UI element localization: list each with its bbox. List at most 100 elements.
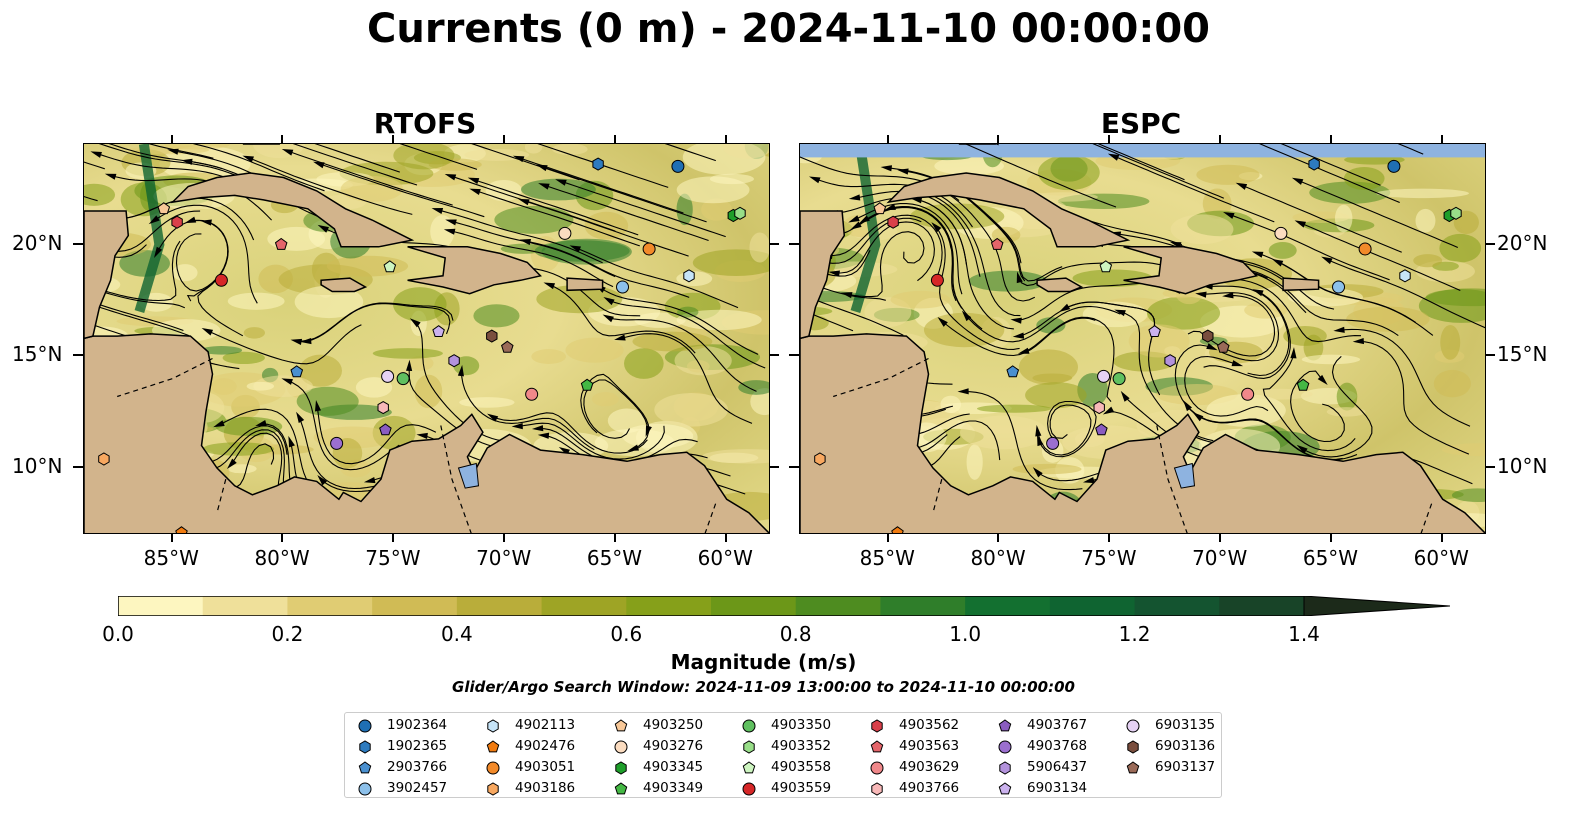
legend-marker-4902113[interactable]: [487, 719, 499, 733]
float-4903629-marker[interactable]: [525, 387, 539, 401]
float-4903559-marker[interactable]: [930, 273, 944, 287]
float-6903136-marker[interactable]: [1202, 329, 1214, 343]
legend-marker-4903349[interactable]: [614, 782, 628, 795]
float-4902113-marker[interactable]: [1399, 269, 1411, 283]
float-4903767-marker[interactable]: [1095, 423, 1108, 436]
legend-marker-icon: [1127, 740, 1139, 754]
legend-marker-4903768[interactable]: [998, 740, 1012, 754]
float-4903562-marker[interactable]: [171, 215, 183, 229]
legend-marker-4903350[interactable]: [742, 719, 756, 733]
float-2903766-marker[interactable]: [1006, 365, 1020, 378]
float-4903559-marker[interactable]: [214, 273, 228, 287]
map-panel-rtofs[interactable]: [83, 143, 770, 534]
float-4903276-marker[interactable]: [1274, 226, 1288, 240]
legend-marker-4903276[interactable]: [614, 740, 628, 754]
float-4903349-marker[interactable]: [580, 378, 594, 391]
float-5906437-marker[interactable]: [1164, 354, 1176, 368]
float-6903137-marker[interactable]: [501, 340, 514, 353]
legend-marker-4903629[interactable]: [870, 761, 884, 775]
float-4903766-marker[interactable]: [377, 401, 389, 415]
float-6903134-marker[interactable]: [1148, 325, 1161, 337]
float-5906437-marker[interactable]: [448, 354, 460, 368]
float-2903766-marker[interactable]: [290, 365, 304, 378]
legend-marker-1902365[interactable]: [359, 740, 371, 754]
panel-title-rtofs: RTOFS: [373, 107, 477, 140]
float-6903136-marker[interactable]: [486, 329, 498, 343]
legend-marker-6903135[interactable]: [1126, 719, 1140, 733]
legend-marker-6903137[interactable]: [1126, 761, 1140, 774]
float-4903352-marker[interactable]: [1450, 206, 1462, 220]
float-1902365-marker[interactable]: [1308, 157, 1320, 171]
colorbar-segment: [287, 596, 373, 616]
float-4902476-marker[interactable]: [891, 526, 904, 534]
streamline: [108, 144, 223, 170]
legend-marker-6903136[interactable]: [1127, 740, 1139, 754]
float-3902457-marker[interactable]: [616, 280, 630, 294]
legend-marker-4903186[interactable]: [487, 782, 499, 796]
float-4903562-marker[interactable]: [887, 215, 899, 229]
float-6903135-marker[interactable]: [1097, 369, 1111, 383]
map-panel-espc[interactable]: [799, 143, 1486, 534]
float-6903135-marker[interactable]: [381, 369, 395, 383]
legend-marker-4903051[interactable]: [486, 761, 500, 775]
legend-marker-icon: [358, 782, 372, 796]
float-4903352-marker[interactable]: [734, 206, 746, 220]
legend-marker-6903134[interactable]: [998, 782, 1012, 795]
lon-tick-mark: [392, 534, 395, 542]
float-4903629-marker[interactable]: [1241, 387, 1255, 401]
float-4903563-marker[interactable]: [274, 237, 288, 250]
float-4903768-marker[interactable]: [1046, 436, 1060, 450]
lat-tick-mark: [73, 354, 83, 357]
legend-marker-4903250[interactable]: [614, 719, 628, 732]
float-4903276-marker[interactable]: [558, 226, 572, 240]
legend-marker-1902364[interactable]: [358, 719, 372, 733]
float-4903186-marker[interactable]: [98, 452, 110, 466]
lat-tick-mark: [1485, 242, 1495, 245]
streamline-arrow: [406, 359, 413, 371]
float-1902365-marker[interactable]: [592, 157, 604, 171]
float-4903349-marker[interactable]: [1296, 378, 1310, 391]
lon-tick-label: 60°W: [697, 546, 753, 570]
magnitude-patch: [459, 397, 515, 408]
legend-marker-4903767[interactable]: [998, 719, 1012, 732]
legend-marker-4903352[interactable]: [743, 740, 755, 754]
colorbar-tick-label: 0.6: [610, 622, 643, 646]
float-4903768-marker[interactable]: [330, 436, 344, 450]
float-4903558-marker[interactable]: [1099, 260, 1113, 273]
float-4903563-marker[interactable]: [990, 237, 1004, 250]
streamline: [543, 184, 709, 242]
legend-label: 5906437: [1027, 759, 1088, 775]
legend-marker-5906437[interactable]: [999, 761, 1011, 775]
float-4903250-marker[interactable]: [157, 202, 171, 215]
legend-marker-4903345[interactable]: [615, 761, 627, 775]
legend-marker-4903558[interactable]: [742, 761, 756, 774]
float-4902113-marker[interactable]: [683, 269, 695, 283]
legend-marker-2903766[interactable]: [358, 761, 372, 774]
legend-marker-4903559[interactable]: [742, 782, 756, 796]
float-6903134-marker[interactable]: [432, 325, 445, 337]
legend-item: 3902457: [357, 778, 477, 798]
colorbar-tick-label: 0.0: [102, 622, 134, 646]
float-4903250-marker[interactable]: [873, 202, 887, 215]
legend-marker-4902476[interactable]: [486, 740, 500, 753]
float-1902364-marker[interactable]: [1387, 159, 1401, 173]
float-4903350-marker[interactable]: [396, 372, 410, 386]
land-polygon: [84, 210, 130, 340]
legend-marker-3902457[interactable]: [358, 782, 372, 796]
legend-marker-4903766[interactable]: [871, 782, 883, 796]
float-3902457-marker[interactable]: [1332, 280, 1346, 294]
legend-marker-4903562[interactable]: [871, 719, 883, 733]
float-4903767-marker[interactable]: [379, 423, 392, 436]
float-4903186-marker[interactable]: [814, 452, 826, 466]
legend-marker-4903563[interactable]: [870, 740, 884, 753]
float-4902476-marker[interactable]: [175, 526, 188, 534]
float-4903051-marker[interactable]: [642, 242, 656, 256]
float-4903350-marker[interactable]: [1112, 372, 1126, 386]
streamline: [1259, 144, 1400, 204]
float-4903051-marker[interactable]: [1358, 242, 1372, 256]
float-4903558-marker[interactable]: [383, 260, 397, 273]
float-1902364-marker[interactable]: [671, 159, 685, 173]
float-4903766-marker[interactable]: [1093, 401, 1105, 415]
legend-item: 6903134: [997, 778, 1117, 798]
float-6903137-marker[interactable]: [1217, 340, 1230, 353]
